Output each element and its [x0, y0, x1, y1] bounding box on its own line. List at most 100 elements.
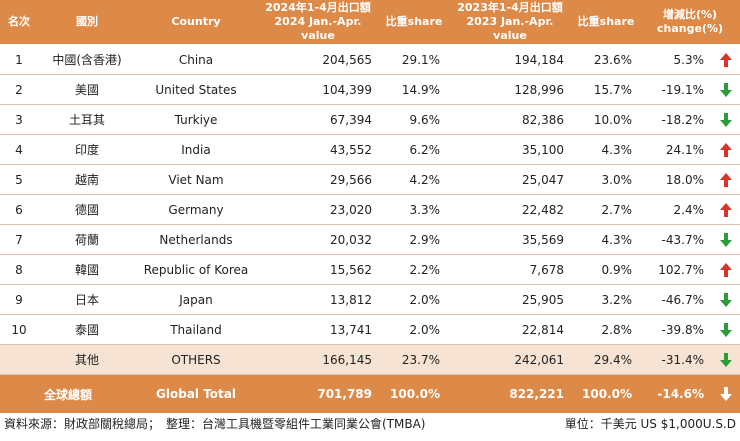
others-row: 其他 OTHERS 166,145 23.7% 242,061 29.4% -31.4% — [0, 344, 740, 375]
rank-cell: 9 — [0, 284, 38, 315]
table-row: 8 韓國 Republic of Korea 15,562 2.2% 7,678 0.9% 1… — [0, 254, 740, 285]
share-2024-cell: 23.7% — [380, 344, 448, 375]
arrow-down-icon — [720, 232, 732, 247]
value-2024-cell: 13,812 — [256, 284, 380, 315]
value-2024-cell: 67,394 — [256, 104, 380, 135]
arrow-down-icon — [720, 387, 732, 401]
share-2024-cell: 3.3% — [380, 194, 448, 225]
trend-cell — [712, 284, 740, 315]
trend-cell — [712, 254, 740, 285]
country-en-cell: Netherlands — [136, 224, 256, 255]
value-2023-cell: 194,184 — [448, 44, 572, 75]
trend-cell — [712, 194, 740, 225]
value-2024-cell: 701,789 — [256, 374, 380, 413]
value-2023-cell: 128,996 — [448, 74, 572, 105]
rank-cell: 2 — [0, 74, 38, 105]
value-2023-cell: 35,100 — [448, 134, 572, 165]
country-en-cell: United States — [136, 74, 256, 105]
value-2024-cell: 104,399 — [256, 74, 380, 105]
value-2023-cell: 22,482 — [448, 194, 572, 225]
value-2023-cell: 822,221 — [448, 374, 572, 413]
value-2024-cell: 15,562 — [256, 254, 380, 285]
country-zh-cell: 中國(含香港) — [38, 44, 136, 75]
country-zh-cell: 印度 — [38, 134, 136, 165]
change-cell: 2.4% — [640, 194, 712, 225]
col-value-2023: 2023年1-4月出口額 2023 Jan.-Apr. value — [448, 0, 572, 45]
country-en-cell: Germany — [136, 194, 256, 225]
country-zh-cell: 越南 — [38, 164, 136, 195]
value-2023-cell: 35,569 — [448, 224, 572, 255]
arrow-down-icon — [720, 112, 732, 127]
rank-cell: 7 — [0, 224, 38, 255]
footer: 資料來源：財政部關稅總局； 整理：台灣工具機暨零組件工業同業公會(TMBA) 單… — [0, 413, 740, 435]
country-en-cell: Turkiye — [136, 104, 256, 135]
col-change-zh: 增減比(%) — [662, 8, 718, 21]
unit-note: 單位：千美元 US $1,000U.S.D — [564, 417, 736, 431]
change-cell: -14.6% — [640, 374, 712, 413]
rank-cell: 1 — [0, 44, 38, 75]
share-2023-cell: 10.0% — [572, 104, 640, 135]
country-en-cell: Viet Nam — [136, 164, 256, 195]
value-2024-cell: 29,566 — [256, 164, 380, 195]
col-value-2024-zh: 2024年1-4月出口額 — [265, 1, 371, 14]
change-cell: -18.2% — [640, 104, 712, 135]
value-2024-cell: 23,020 — [256, 194, 380, 225]
change-cell: -43.7% — [640, 224, 712, 255]
change-cell: 24.1% — [640, 134, 712, 165]
col-share-2024: 比重share — [380, 0, 448, 45]
country-en-cell: China — [136, 44, 256, 75]
change-cell: 18.0% — [640, 164, 712, 195]
change-cell: -46.7% — [640, 284, 712, 315]
trend-cell — [712, 74, 740, 105]
change-cell: -31.4% — [640, 344, 712, 375]
header-row: 名次 國別 Country 2024年1-4月出口額 2024 Jan.-Apr… — [0, 0, 740, 45]
country-en-cell: OTHERS — [136, 344, 256, 375]
trend-cell — [712, 314, 740, 345]
share-2024-cell: 100.0% — [380, 374, 448, 413]
share-2024-cell: 9.6% — [380, 104, 448, 135]
share-2023-cell: 3.0% — [572, 164, 640, 195]
country-en-cell: India — [136, 134, 256, 165]
table-row: 1 中國(含香港) China 204,565 29.1% 194,184 23.6% 5.3… — [0, 44, 740, 75]
country-zh-cell: 韓國 — [38, 254, 136, 285]
total-row: 全球總額 Global Total 701,789 100.0% 822,221 100.… — [0, 374, 740, 413]
col-value-2023-en: 2023 Jan.-Apr. value — [466, 15, 554, 42]
arrow-down-icon — [720, 82, 732, 97]
rank-cell: 8 — [0, 254, 38, 285]
value-2024-cell: 20,032 — [256, 224, 380, 255]
country-en-cell: Global Total — [136, 374, 256, 413]
value-2023-cell: 22,814 — [448, 314, 572, 345]
table-row: 6 德國 Germany 23,020 3.3% 22,482 2.7% 2.4% — [0, 194, 740, 225]
country-en-cell: Republic of Korea — [136, 254, 256, 285]
change-cell: 5.3% — [640, 44, 712, 75]
col-value-2023-zh: 2023年1-4月出口額 — [457, 1, 563, 14]
col-value-2024: 2024年1-4月出口額 2024 Jan.-Apr. value — [256, 0, 380, 45]
share-2024-cell: 2.0% — [380, 314, 448, 345]
table-row: 2 美國 United States 104,399 14.9% 128,996 15.7%… — [0, 74, 740, 105]
share-2023-cell: 29.4% — [572, 344, 640, 375]
value-2024-cell: 204,565 — [256, 44, 380, 75]
country-zh-cell: 美國 — [38, 74, 136, 105]
value-2023-cell: 25,905 — [448, 284, 572, 315]
trend-cell — [712, 164, 740, 195]
country-zh-cell: 土耳其 — [38, 104, 136, 135]
value-2023-cell: 7,678 — [448, 254, 572, 285]
country-zh-cell: 其他 — [38, 344, 136, 375]
trend-cell — [712, 44, 740, 75]
rank-cell: 10 — [0, 314, 38, 345]
share-2024-cell: 6.2% — [380, 134, 448, 165]
share-2023-cell: 2.7% — [572, 194, 640, 225]
export-table: 名次 國別 Country 2024年1-4月出口額 2024 Jan.-Apr… — [0, 0, 740, 413]
share-2024-cell: 14.9% — [380, 74, 448, 105]
share-2023-cell: 4.3% — [572, 134, 640, 165]
value-2024-cell: 166,145 — [256, 344, 380, 375]
col-country-en: Country — [136, 0, 256, 45]
table-row: 9 日本 Japan 13,812 2.0% 25,905 3.2% -46.7% — [0, 284, 740, 315]
share-2024-cell: 2.9% — [380, 224, 448, 255]
arrow-up-icon — [720, 52, 732, 67]
rank-cell: 3 — [0, 104, 38, 135]
arrow-down-icon — [720, 292, 732, 307]
share-2023-cell: 100.0% — [572, 374, 640, 413]
arrow-up-icon — [720, 142, 732, 157]
value-2024-cell: 43,552 — [256, 134, 380, 165]
